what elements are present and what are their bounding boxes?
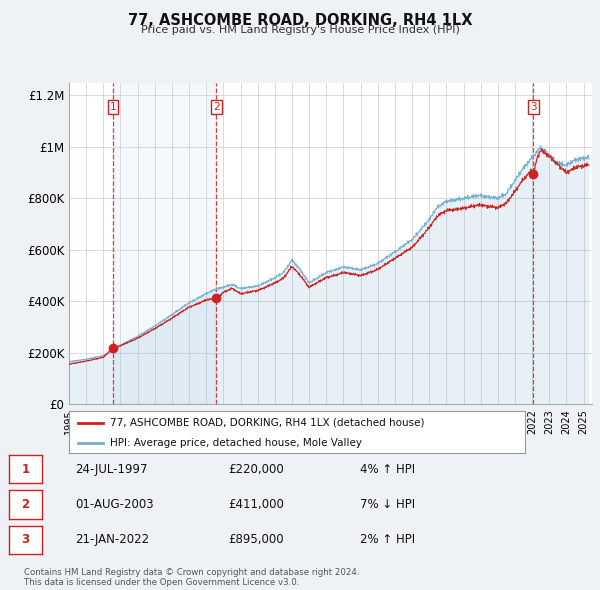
- Text: 4% ↑ HPI: 4% ↑ HPI: [360, 463, 415, 476]
- Text: 21-JAN-2022: 21-JAN-2022: [75, 533, 149, 546]
- Text: Price paid vs. HM Land Registry's House Price Index (HPI): Price paid vs. HM Land Registry's House …: [140, 25, 460, 35]
- Text: 3: 3: [530, 102, 536, 112]
- Text: £895,000: £895,000: [228, 533, 284, 546]
- Text: 77, ASHCOMBE ROAD, DORKING, RH4 1LX (detached house): 77, ASHCOMBE ROAD, DORKING, RH4 1LX (det…: [110, 418, 425, 428]
- Text: £411,000: £411,000: [228, 498, 284, 511]
- Text: 77, ASHCOMBE ROAD, DORKING, RH4 1LX: 77, ASHCOMBE ROAD, DORKING, RH4 1LX: [128, 13, 472, 28]
- Bar: [113, 83, 216, 404]
- Text: 7% ↓ HPI: 7% ↓ HPI: [360, 498, 415, 511]
- Text: 3: 3: [22, 533, 29, 546]
- Text: 24-JUL-1997: 24-JUL-1997: [75, 463, 148, 476]
- Text: 1: 1: [110, 102, 116, 112]
- Text: £220,000: £220,000: [228, 463, 284, 476]
- Text: Contains HM Land Registry data © Crown copyright and database right 2024.
This d: Contains HM Land Registry data © Crown c…: [24, 568, 359, 587]
- Text: 2: 2: [22, 498, 29, 511]
- Text: 2% ↑ HPI: 2% ↑ HPI: [360, 533, 415, 546]
- Text: 01-AUG-2003: 01-AUG-2003: [75, 498, 154, 511]
- Text: HPI: Average price, detached house, Mole Valley: HPI: Average price, detached house, Mole…: [110, 438, 362, 447]
- Text: 1: 1: [22, 463, 29, 476]
- Text: 2: 2: [213, 102, 220, 112]
